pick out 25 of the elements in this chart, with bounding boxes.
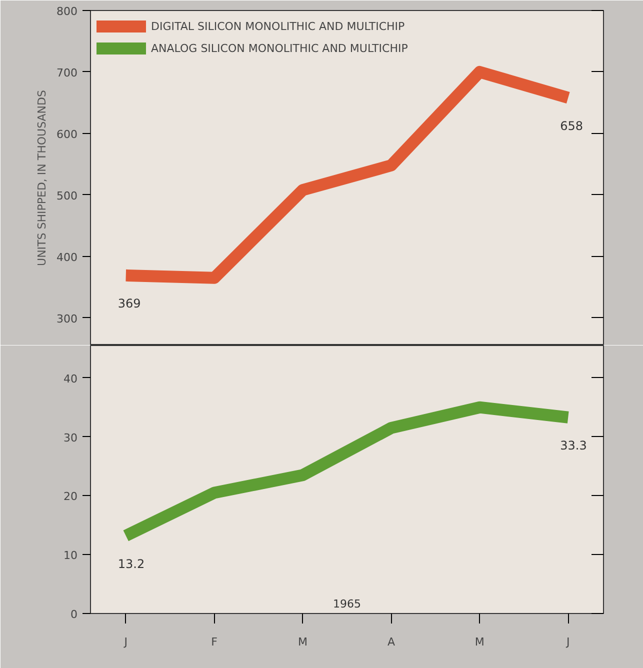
data-label: 658 [560, 118, 584, 133]
y-tick-label: 800 [56, 5, 78, 18]
y-tick-label: 500 [56, 189, 78, 202]
x-tick-label: J [566, 636, 570, 648]
y-tick-label: 700 [56, 66, 78, 80]
x-axis-title: 1965 [333, 598, 362, 610]
x-tick-label: M [298, 636, 308, 648]
data-label: 33.3 [560, 438, 587, 452]
data-label: 13.2 [118, 556, 145, 571]
y-tick-label: 30 [64, 431, 78, 444]
y-tick-label: 10 [64, 549, 78, 562]
y-tick-label: 300 [56, 312, 78, 326]
x-tick-label: J [123, 636, 128, 648]
legend-label: ANALOG SILICON MONOLITHIC AND MULTICHIP [151, 42, 408, 54]
y-tick-label: 600 [56, 128, 78, 141]
data-label: 369 [118, 296, 141, 310]
y-tick-label: 0 [70, 608, 78, 621]
y-axis-title: UNITS SHIPPED, IN THOUSANDS [36, 90, 49, 266]
y-tick-label: 40 [64, 372, 78, 386]
y-tick-label: 20 [64, 490, 78, 504]
y-tick-label: 400 [56, 250, 78, 264]
x-tick-label: F [211, 636, 218, 648]
legend-label: DIGITAL SILICON MONOLITHIC AND MULTICHIP [151, 20, 405, 32]
x-tick-label: M [474, 636, 484, 648]
x-tick-label: A [387, 636, 396, 648]
